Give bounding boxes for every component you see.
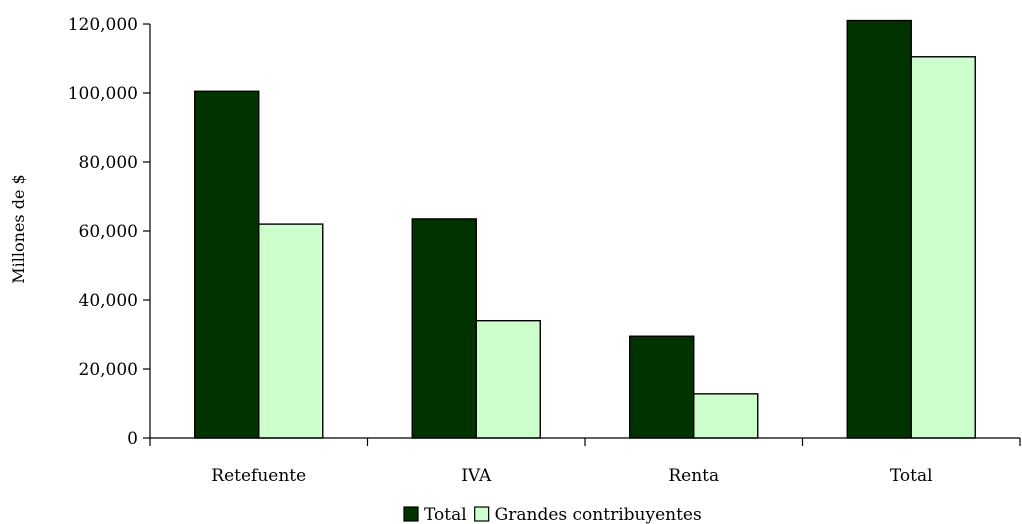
bar-iva-total <box>411 218 477 439</box>
legend-swatch-total <box>403 506 419 522</box>
bar-renta-grandes-contribuyentes <box>693 393 759 439</box>
y-tick-label: 80,000 <box>79 153 138 173</box>
y-tick-label: 120,000 <box>68 15 138 35</box>
y-tick-label: 40,000 <box>79 291 138 311</box>
bar-iva-grandes-contribuyentes <box>475 320 541 439</box>
x-tick-label: IVA <box>461 466 492 486</box>
legend-label: Total <box>424 505 467 524</box>
y-tick-label: 100,000 <box>68 84 138 104</box>
y-tick-label: 20,000 <box>79 360 138 380</box>
y-axis-title: Millones de $ <box>9 174 28 283</box>
legend-label: Grandes contribuyentes <box>495 505 702 524</box>
x-tick-label: Total <box>890 466 933 486</box>
bar-retefuente-grandes-contribuyentes <box>258 223 324 439</box>
y-tick-label: 0 <box>127 429 138 449</box>
axes-layer: 0 20,000 40,000 60,000 80,000 100,000 120,000 R… <box>68 15 1021 486</box>
bar-retefuente-total <box>194 90 260 439</box>
x-tick-label: Retefuente <box>211 466 306 486</box>
y-tick-label: 60,000 <box>79 222 138 242</box>
legend-swatch-grandes-contribuyentes <box>474 506 490 522</box>
bar-total-grandes-contribuyentes <box>910 56 976 439</box>
bars-layer <box>194 19 976 439</box>
bar-total-total <box>846 19 912 439</box>
x-tick-label: Renta <box>668 466 719 486</box>
bar-renta-total <box>629 335 695 439</box>
legend: Total Grandes contribuyentes <box>403 505 702 524</box>
